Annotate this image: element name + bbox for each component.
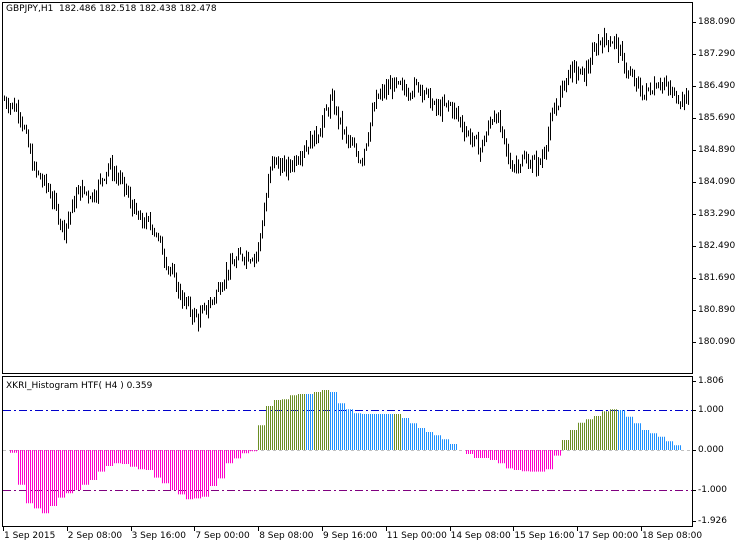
symbol-timeframe: GBPJPY,H1 bbox=[6, 4, 54, 14]
chart-header: GBPJPY,H1 182.486 182.518 182.438 182.47… bbox=[6, 4, 217, 14]
low-price: 182.438 bbox=[139, 4, 177, 14]
time-axis-label: 9 Sep 16:00 bbox=[323, 531, 378, 541]
time-axis-label: 18 Sep 08:00 bbox=[642, 531, 703, 541]
time-axis-label: 17 Sep 00:00 bbox=[578, 531, 639, 541]
price-axis-label: 181.690 bbox=[698, 273, 736, 283]
price-axis-label: 187.290 bbox=[698, 49, 736, 59]
indicator-panel bbox=[2, 376, 693, 527]
time-axis-label: 11 Sep 00:00 bbox=[386, 531, 447, 541]
time-axis-label: 1 Sep 2015 bbox=[4, 531, 56, 541]
indicator-header: XKRI_Histogram HTF( H4 ) 0.359 bbox=[6, 381, 152, 391]
time-axis-label: 14 Sep 08:00 bbox=[450, 531, 511, 541]
chart-frame bbox=[2, 2, 693, 527]
indicator-levels bbox=[3, 410, 692, 491]
price-axis-label: 184.090 bbox=[698, 177, 736, 187]
open-price: 182.486 bbox=[59, 4, 97, 14]
indicator-axis-label: 0.000 bbox=[698, 445, 724, 455]
price-axis-label: 184.890 bbox=[698, 145, 736, 155]
price-axis-label: 183.290 bbox=[698, 209, 736, 219]
indicator-axis-label: 1.806 bbox=[698, 376, 724, 386]
time-axis-label: 3 Sep 16:00 bbox=[131, 531, 186, 541]
time-axis-label: 2 Sep 08:00 bbox=[67, 531, 123, 541]
indicator-axis-label: -1.926 bbox=[698, 516, 728, 526]
indicator-value: 0.359 bbox=[126, 381, 153, 391]
indicator-name: XKRI_Histogram HTF( H4 ) bbox=[6, 381, 124, 391]
price-axis-label: 180.090 bbox=[698, 337, 736, 347]
price-axis-label: 188.090 bbox=[698, 17, 736, 27]
time-axis-label: 8 Sep 08:00 bbox=[259, 531, 314, 541]
time-axis-label: 7 Sep 00:00 bbox=[195, 531, 250, 541]
time-axis-label: 15 Sep 16:00 bbox=[514, 531, 575, 541]
high-price: 182.518 bbox=[99, 4, 137, 14]
price-axis-label: 186.490 bbox=[698, 81, 736, 91]
price-axis-label: 182.490 bbox=[698, 241, 736, 251]
histogram bbox=[10, 390, 681, 514]
indicator-axis-label: 1.000 bbox=[698, 405, 724, 415]
price-axis-label: 180.890 bbox=[698, 305, 736, 315]
main-panel bbox=[2, 2, 693, 374]
close-price: 182.478 bbox=[179, 4, 217, 14]
price-bars bbox=[4, 27, 689, 332]
price-axis-label: 185.690 bbox=[698, 113, 736, 123]
axis-ticks bbox=[3, 22, 696, 531]
indicator-axis-label: -1.000 bbox=[698, 485, 728, 495]
